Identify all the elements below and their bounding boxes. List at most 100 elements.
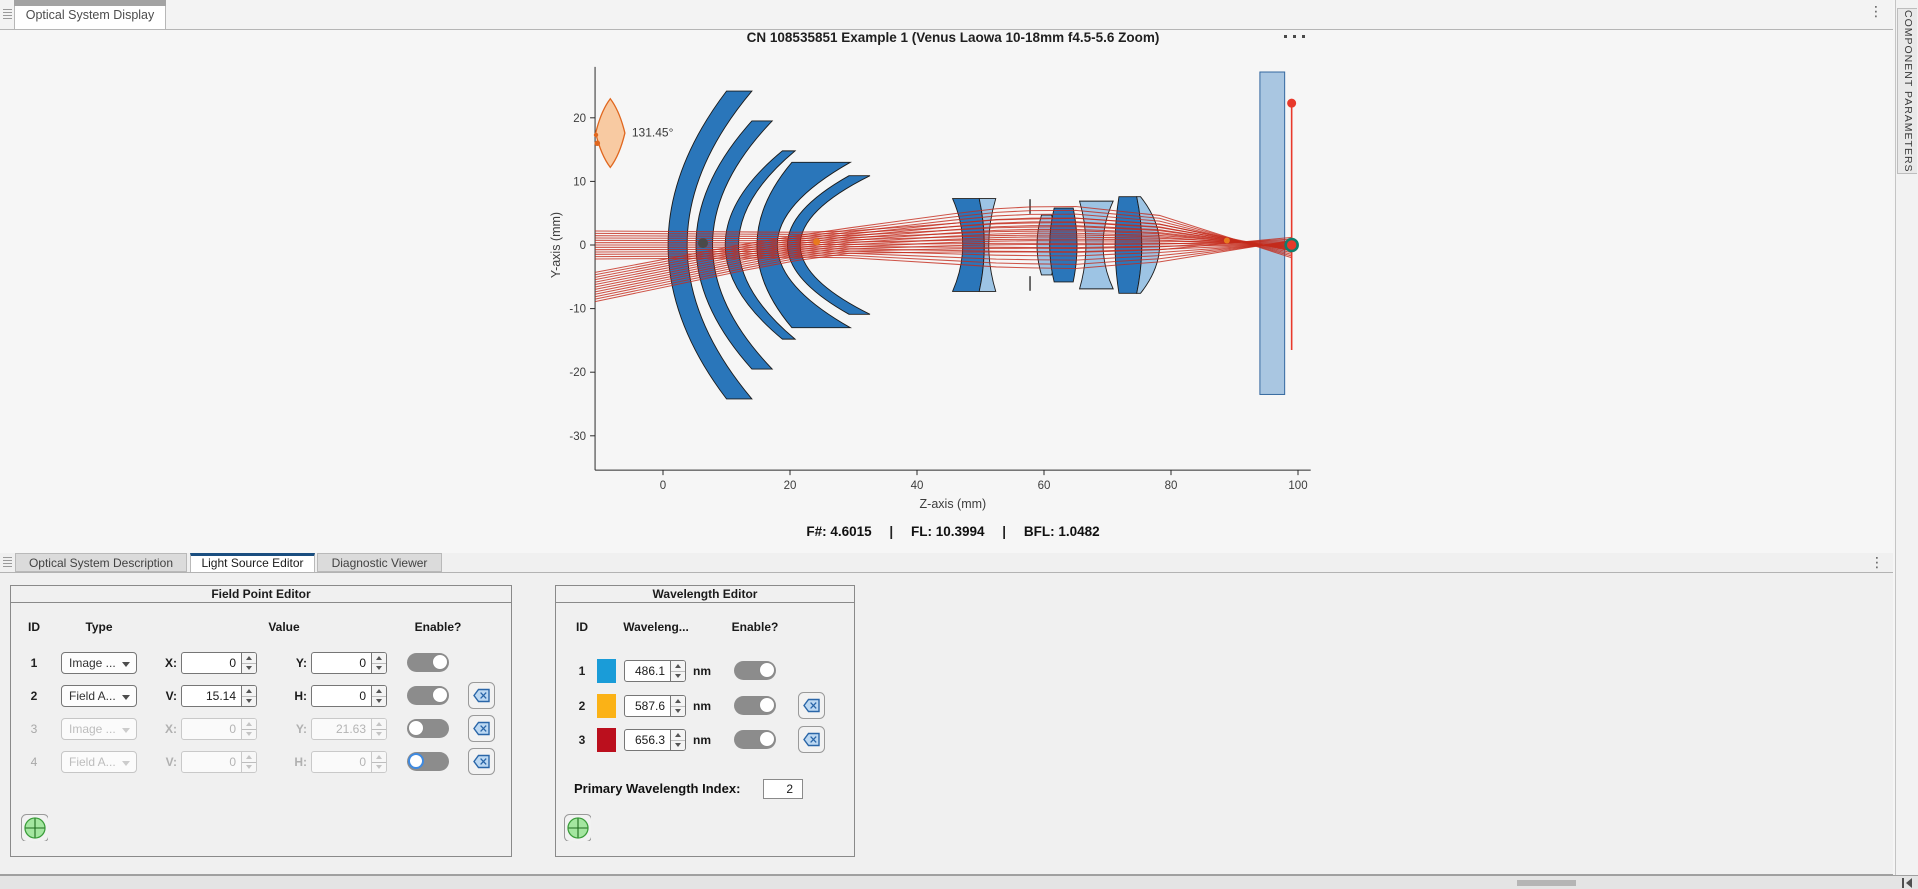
- col-header-id: ID: [28, 620, 40, 634]
- wavelength-input[interactable]: [625, 661, 670, 681]
- spin-up-button[interactable]: [242, 686, 256, 697]
- type-dropdown[interactable]: Field A...: [61, 685, 137, 707]
- top-panel-menu-icon[interactable]: ⋮: [1869, 3, 1883, 19]
- delete-row-button[interactable]: [468, 715, 495, 742]
- value1-spinner: [181, 685, 257, 707]
- value1-input: [182, 719, 241, 739]
- axes-toolbar-ellipsis-icon[interactable]: [1284, 35, 1305, 38]
- collapse-panel-icon[interactable]: [1901, 877, 1914, 889]
- row-id: 3: [578, 733, 586, 747]
- value1-label: V:: [165, 755, 177, 769]
- optical-system-display-panel: Optical System Display CN 108535851 Exam…: [0, 0, 1893, 553]
- chevron-down-icon: [122, 728, 130, 733]
- top-tabbar: Optical System Display: [0, 0, 1893, 30]
- delete-row-button[interactable]: [468, 748, 495, 775]
- enable-toggle[interactable]: [407, 752, 449, 771]
- row-id: 4: [30, 755, 38, 769]
- spin-down-button[interactable]: [372, 697, 386, 707]
- drag-grip-icon[interactable]: [3, 557, 12, 568]
- value2-input: [312, 752, 371, 772]
- svg-text:-20: -20: [569, 367, 586, 379]
- fnum-label: F#:: [806, 524, 827, 539]
- wavelength-input[interactable]: [625, 696, 670, 716]
- col-header-enable: Enable?: [731, 620, 779, 634]
- clear-icon: [473, 721, 490, 736]
- spin-up-button[interactable]: [671, 696, 685, 707]
- clear-icon: [473, 754, 490, 769]
- spin-down-button[interactable]: [671, 672, 685, 682]
- spin-down-button: [372, 730, 386, 740]
- unit-label: nm: [693, 733, 711, 747]
- value1-input[interactable]: [182, 653, 241, 673]
- spin-up-button[interactable]: [242, 653, 256, 664]
- spin-down-button[interactable]: [671, 741, 685, 751]
- chevron-down-icon: [122, 695, 130, 700]
- field-point-row: 1 Image ... X: Y:: [11, 652, 511, 674]
- spin-up-button: [372, 752, 386, 763]
- enable-toggle[interactable]: [407, 686, 449, 705]
- spin-down-button: [372, 763, 386, 773]
- value1-label: X:: [165, 656, 177, 670]
- enable-toggle[interactable]: [734, 661, 776, 680]
- enable-toggle[interactable]: [407, 653, 449, 672]
- bottom-panel-menu-icon[interactable]: ⋮: [1870, 554, 1884, 570]
- horizontal-scrollbar-thumb[interactable]: [1517, 880, 1576, 886]
- add-field-point-button[interactable]: [21, 814, 48, 841]
- optical-plot[interactable]: 0 20 40 60 80 100 -30 -20 -10 0 10 20 Z-axis (mm) Y-a…: [0, 30, 1893, 553]
- col-header-enable: Enable?: [414, 620, 462, 634]
- fl-label: FL:: [910, 524, 932, 539]
- svg-text:20: 20: [573, 113, 586, 125]
- col-header-wavelength: Waveleng...: [623, 620, 689, 634]
- chevron-down-icon: [122, 761, 130, 766]
- spin-down-button[interactable]: [242, 697, 256, 707]
- enable-toggle[interactable]: [734, 730, 776, 749]
- spin-up-button[interactable]: [671, 661, 685, 672]
- tab-diagnostic-viewer[interactable]: Diagnostic Viewer: [317, 553, 442, 572]
- wavelength-editor-panel: Wavelength Editor ID Waveleng... Enable?…: [555, 585, 855, 857]
- enable-toggle[interactable]: [407, 719, 449, 738]
- drag-grip-icon[interactable]: [3, 9, 12, 20]
- wavelength-input[interactable]: [625, 730, 670, 750]
- delete-row-button[interactable]: [798, 692, 825, 719]
- spin-up-button[interactable]: [372, 686, 386, 697]
- delete-row-button[interactable]: [798, 726, 825, 753]
- field-point-row: 4 Field A... V: H:: [11, 748, 511, 775]
- type-dropdown[interactable]: Image ...: [61, 652, 137, 674]
- spin-up-button[interactable]: [372, 653, 386, 664]
- primary-wavelength-input[interactable]: [763, 779, 803, 799]
- value1-input[interactable]: [182, 686, 241, 706]
- spin-up-button[interactable]: [671, 730, 685, 741]
- col-header-value: Value: [268, 620, 300, 634]
- tab-optical-system-description[interactable]: Optical System Description: [15, 553, 187, 572]
- spin-down-button[interactable]: [242, 664, 256, 674]
- row-id: 1: [578, 664, 586, 678]
- value2-input[interactable]: [312, 686, 371, 706]
- col-header-id: ID: [576, 620, 588, 634]
- right-dock-strip: [1895, 0, 1918, 875]
- separator: |: [889, 524, 894, 539]
- figure-title: CN 108535851 Example 1 (Venus Laowa 10-1…: [746, 30, 1160, 45]
- spin-down-button[interactable]: [372, 664, 386, 674]
- svg-text:0: 0: [660, 480, 666, 492]
- spin-down-button[interactable]: [671, 707, 685, 717]
- value1-spinner: [181, 718, 257, 740]
- value2-spinner: [311, 751, 387, 773]
- tab-optical-system-display[interactable]: Optical System Display: [14, 0, 166, 29]
- value1-label: V:: [165, 689, 177, 703]
- primary-wavelength-label: Primary Wavelength Index:: [574, 781, 741, 796]
- separator: |: [1002, 524, 1007, 539]
- delete-row-button[interactable]: [468, 682, 495, 709]
- value2-spinner: [311, 652, 387, 674]
- enable-toggle[interactable]: [734, 696, 776, 715]
- value2-spinner: [311, 685, 387, 707]
- bottom-tabbar: Optical System Description Light Source …: [0, 553, 1893, 573]
- bottom-panel: Optical System Description Light Source …: [0, 553, 1893, 875]
- spin-up-button: [242, 752, 256, 763]
- tab-label: Optical System Display: [25, 8, 155, 22]
- row-id: 2: [578, 699, 586, 713]
- add-wavelength-button[interactable]: [564, 814, 591, 841]
- tab-light-source-editor[interactable]: Light Source Editor: [190, 553, 315, 572]
- value2-label: H:: [294, 689, 307, 703]
- value2-input[interactable]: [312, 653, 371, 673]
- component-parameters-tab[interactable]: COMPONENT PARAMETERS: [1897, 8, 1917, 174]
